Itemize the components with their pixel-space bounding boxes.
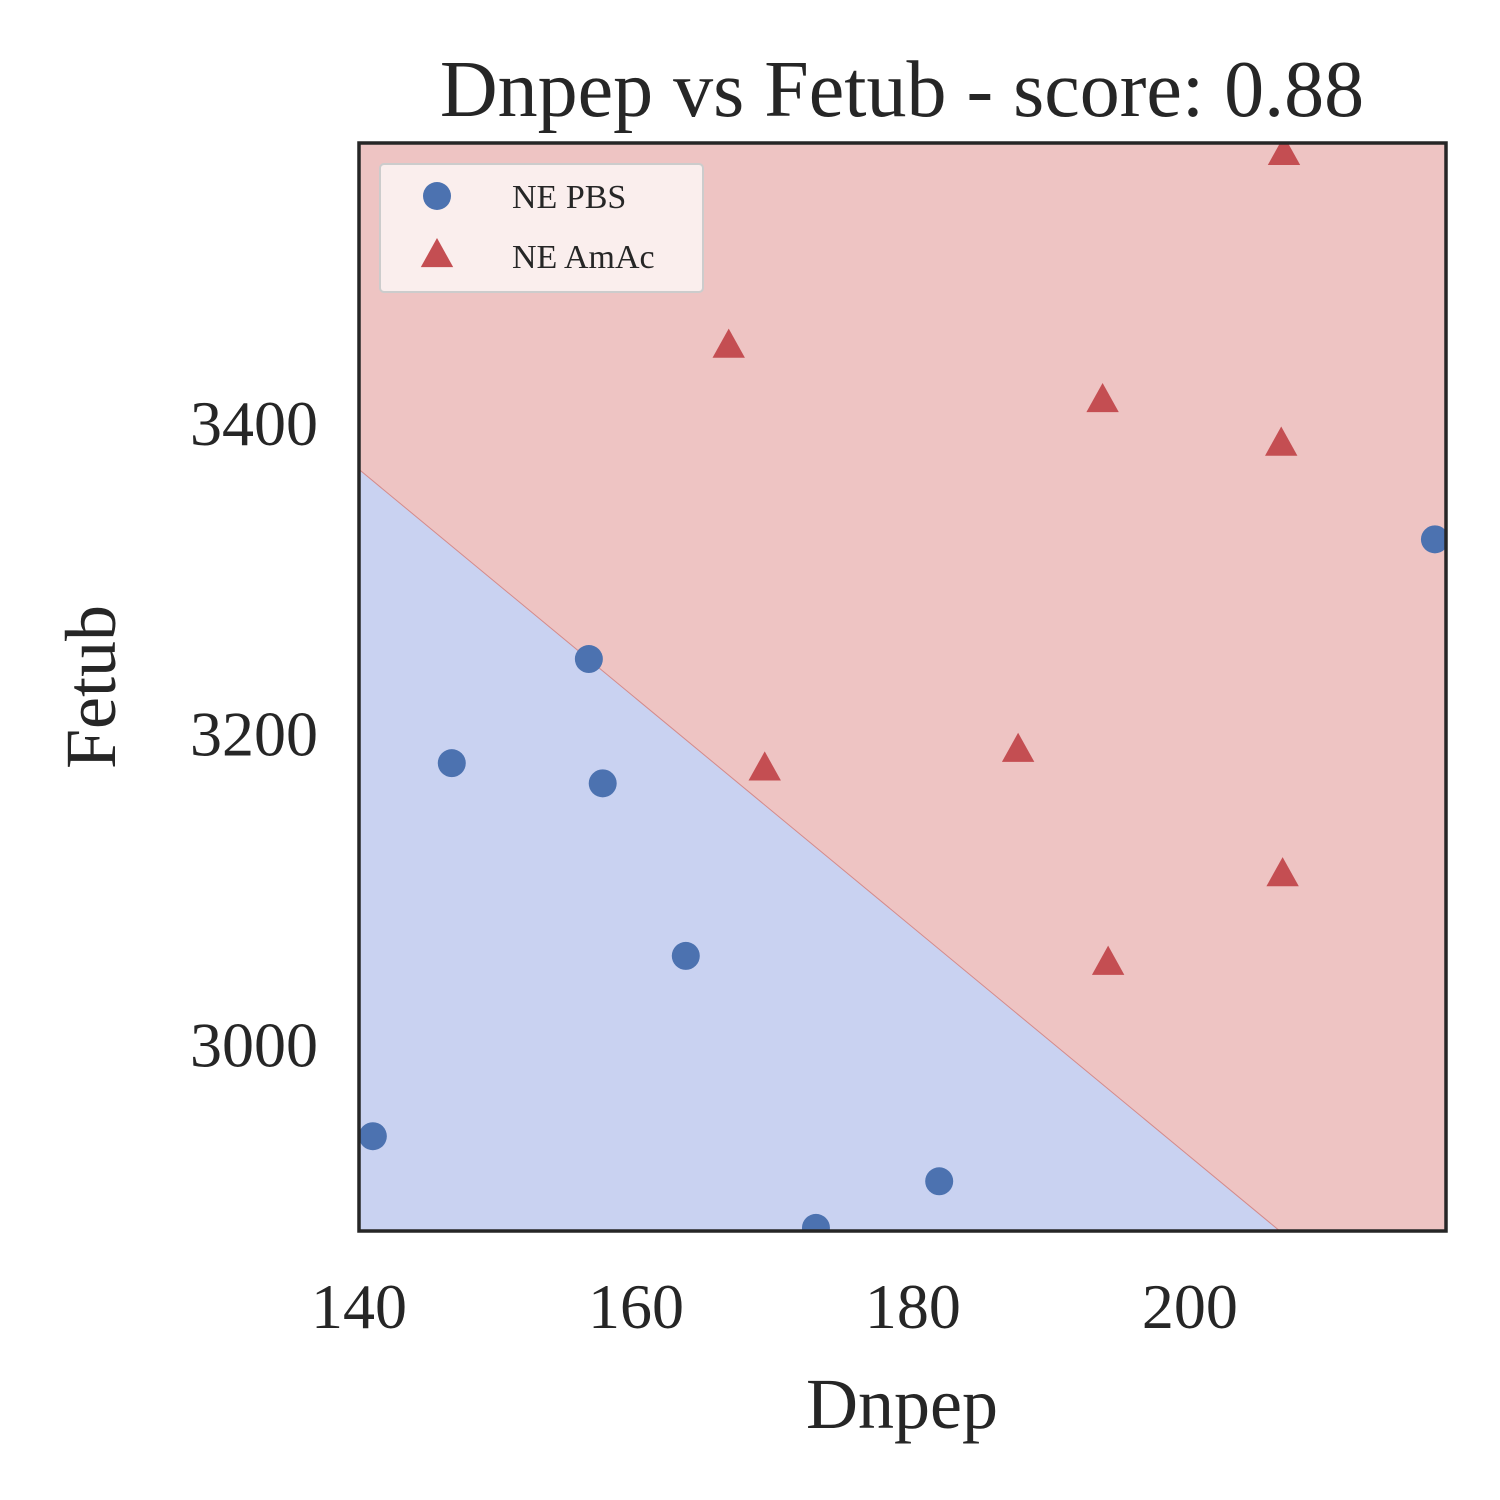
point-ne-pbs	[588, 769, 617, 798]
legend-marker-ne-amac	[420, 238, 454, 268]
plot-frame	[357, 141, 1448, 1233]
point-ne-pbs	[359, 1122, 387, 1151]
point-ne-pbs	[801, 1213, 830, 1231]
y-tick-label: 3400	[190, 388, 318, 459]
decision-regions	[359, 143, 1446, 1231]
point-ne-pbs	[1420, 525, 1446, 554]
point-ne-pbs	[925, 1167, 954, 1196]
point-ne-amac	[1266, 857, 1299, 887]
legend-label-ne-amac: NE AmAc	[512, 239, 655, 276]
point-ne-amac	[748, 751, 781, 781]
point-ne-pbs	[437, 749, 466, 778]
chart-title: Dnpep vs Fetub - score: 0.88	[440, 46, 1364, 134]
x-tick-label: 160	[588, 1271, 684, 1342]
point-ne-amac	[1091, 945, 1125, 975]
x-tick-label: 180	[865, 1271, 961, 1342]
x-axis-ticks: 140 160 180 200	[311, 1271, 1238, 1342]
y-tick-label: 3000	[190, 1009, 318, 1080]
x-axis-label: Dnpep	[806, 1364, 998, 1444]
point-ne-amac	[1001, 732, 1035, 762]
point-ne-pbs	[671, 941, 700, 970]
point-ne-amac	[1267, 143, 1301, 166]
legend-box	[379, 163, 704, 293]
data-points	[359, 143, 1446, 1231]
legend-label-ne-pbs: NE PBS	[512, 179, 626, 216]
legend: NE PBS NE AmAc	[379, 163, 704, 293]
x-tick-label: 200	[1142, 1271, 1238, 1342]
decision-boundary-line	[359, 469, 1281, 1231]
point-ne-amac	[1086, 383, 1119, 413]
region-ne-amac	[359, 143, 1446, 1231]
point-ne-pbs	[574, 645, 603, 674]
point-ne-amac	[712, 328, 745, 358]
x-tick-label: 140	[311, 1271, 407, 1342]
point-ne-amac	[1265, 426, 1298, 456]
y-tick-label: 3200	[190, 699, 318, 770]
y-axis-ticks: 3000 3200 3400	[190, 388, 318, 1081]
y-axis-label: Fetub	[51, 605, 131, 769]
legend-marker-ne-pbs	[423, 182, 451, 210]
